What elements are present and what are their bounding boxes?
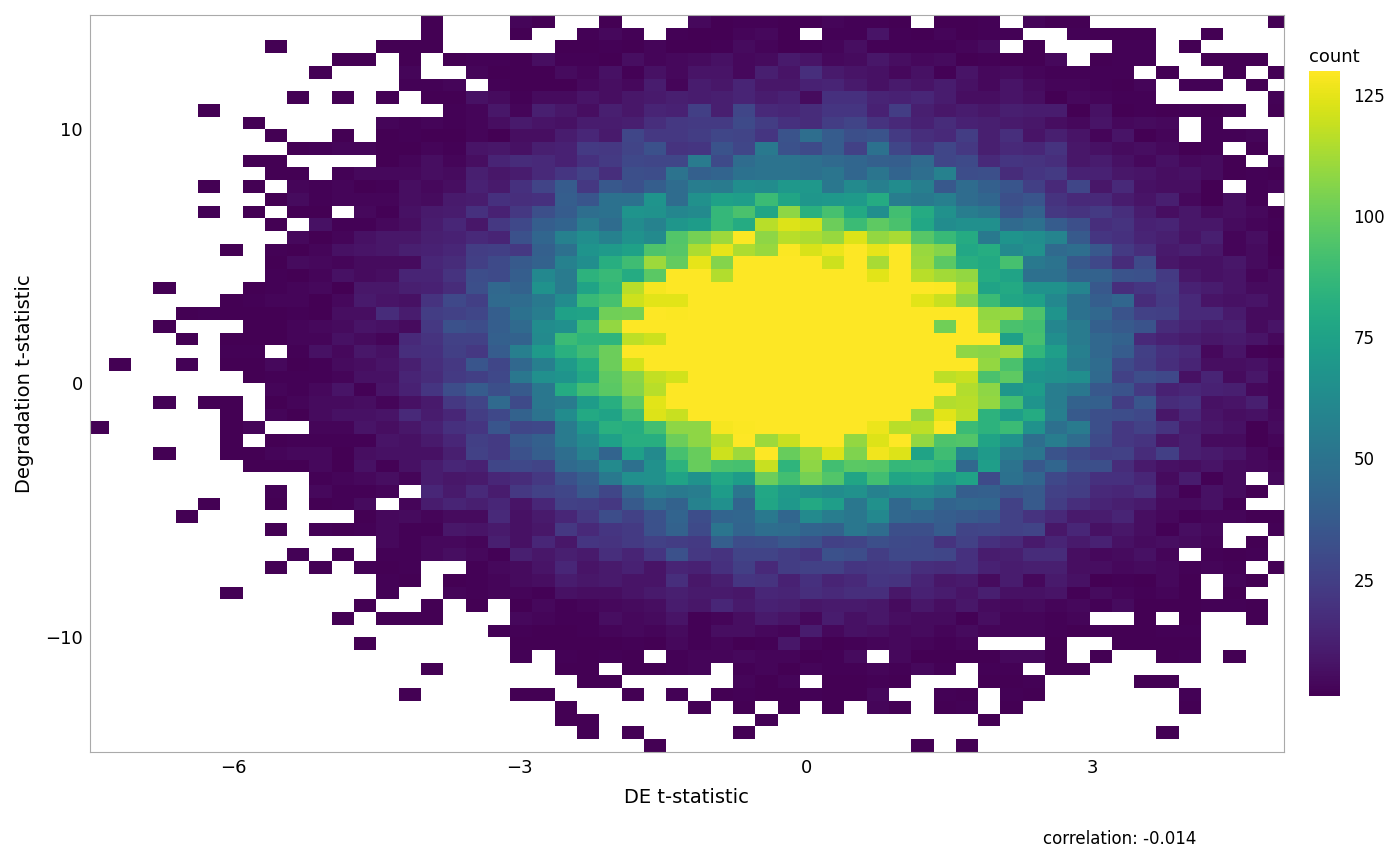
Y-axis label: Degradation t-statistic: Degradation t-statistic [15,274,34,493]
X-axis label: DE t-statistic: DE t-statistic [624,788,749,807]
Text: correlation: -0.014: correlation: -0.014 [1043,830,1197,848]
Text: count: count [1309,48,1359,67]
